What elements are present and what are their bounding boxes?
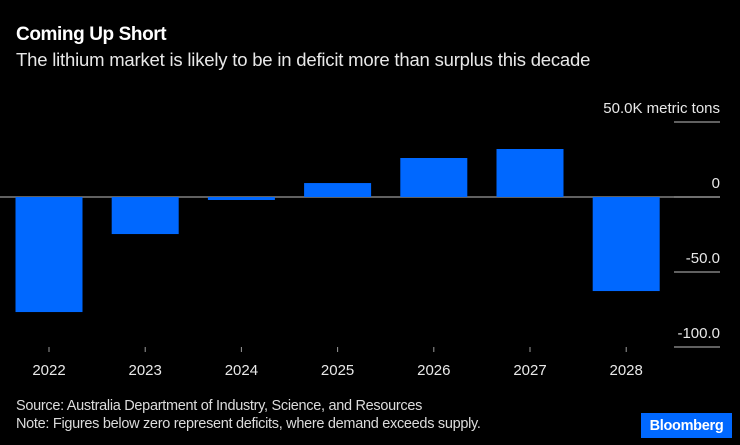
x-tick-label: 2028	[610, 362, 643, 379]
source-note: Source: Australia Department of Industry…	[16, 398, 423, 414]
bar-2023	[111, 197, 179, 235]
bar-2025	[304, 183, 372, 197]
footnote: Note: Figures below zero represent defic…	[16, 416, 481, 432]
y-tick-label: -50.0	[686, 250, 720, 267]
x-tick-label: 2023	[129, 362, 162, 379]
bar-2024	[207, 197, 275, 200]
bar-chart: 50.0K metric tons 0 -50.0 -100.0 2022 2023 202…	[0, 100, 720, 379]
x-tick-label: 2027	[513, 362, 546, 379]
x-tick-label: 2022	[32, 362, 65, 379]
bar-2028	[592, 197, 660, 292]
x-tick-label: 2026	[417, 362, 450, 379]
bar-2026	[400, 158, 468, 197]
bar-2022	[15, 197, 83, 313]
y-tick-label: 0	[712, 175, 720, 192]
chart-title: Coming Up Short	[16, 24, 167, 45]
x-tick-label: 2024	[225, 362, 258, 379]
x-tick-label: 2025	[321, 362, 354, 379]
bar-2027	[496, 149, 564, 197]
chart-subtitle: The lithium market is likely to be in de…	[16, 49, 591, 70]
y-tick-label: -100.0	[677, 325, 720, 342]
y-tick-label: 50.0K metric tons	[603, 100, 720, 117]
bloomberg-logo: Bloomberg	[641, 413, 732, 438]
